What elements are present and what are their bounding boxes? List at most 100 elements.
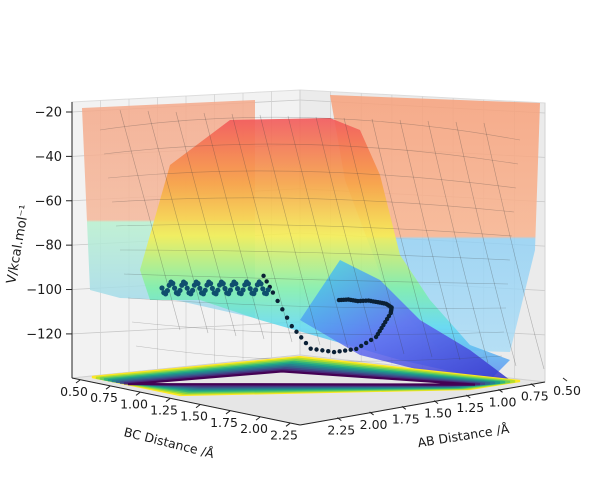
- trajectory-point: [240, 287, 246, 293]
- mesh-line: [99, 116, 521, 141]
- z-tick-label: −60: [35, 194, 62, 209]
- trajectory-point: [337, 349, 342, 354]
- trajectory-point: [363, 340, 369, 346]
- trajectory-point: [195, 280, 201, 287]
- trajectory-point: [208, 280, 214, 287]
- trajectory-point: [289, 323, 294, 329]
- mesh-line: [455, 121, 517, 367]
- y-axis-label: BC Distance /Å: [122, 424, 216, 461]
- trajectory-point: [164, 287, 170, 294]
- x-tick-mark: [337, 417, 342, 422]
- mesh-line: [399, 119, 461, 361]
- y-tick-label: 0.50: [60, 384, 88, 399]
- surface-valley: [300, 260, 510, 385]
- y-ticks: 0.50 0.75 1.00 1.25 1.50 1.75 2.00 2.25: [60, 379, 298, 442]
- trajectory-point: [184, 285, 190, 291]
- surface-back-right: [330, 95, 540, 352]
- y-tick-mark: [105, 385, 111, 390]
- x-tick-label: 2.25: [327, 423, 355, 438]
- y-tick-mark: [285, 422, 291, 427]
- trajectory-point: [182, 280, 188, 287]
- y-tick-label: 1.75: [210, 415, 238, 430]
- mesh-line: [127, 297, 507, 309]
- trajectory-point: [170, 280, 176, 286]
- trajectory-point: [253, 287, 259, 293]
- y-axis-line: [71, 377, 301, 426]
- trajectory-point: [265, 287, 271, 293]
- trajectory-point: [177, 287, 183, 294]
- z-tick-label: −80: [35, 239, 62, 254]
- mesh-line: [147, 110, 209, 334]
- x-tick-mark: [530, 383, 536, 388]
- x-axis-line: [299, 381, 546, 426]
- energy-surface: [82, 95, 545, 385]
- contour-level: [127, 370, 476, 386]
- x-tick-mark: [401, 405, 407, 410]
- mesh-line: [131, 321, 505, 335]
- trajectory-point: [326, 349, 331, 354]
- y-tick-label: 2.25: [270, 427, 298, 442]
- y-tick-mark: [255, 416, 261, 421]
- trajectory-point: [270, 290, 276, 295]
- x-tick-label: 1.75: [392, 411, 420, 426]
- mesh-line: [175, 111, 237, 337]
- trajectory-point: [197, 285, 203, 291]
- y-tick-mark: [165, 398, 171, 402]
- trajectory-point: [227, 287, 233, 293]
- trajectory-point: [264, 279, 269, 284]
- trajectory-point: [348, 347, 353, 352]
- mesh-line: [123, 273, 509, 285]
- mesh-line: [315, 116, 377, 352]
- mesh-line: [259, 114, 321, 346]
- y-tick-mark: [195, 404, 201, 409]
- trajectory-point: [303, 340, 309, 346]
- trajectory-point: [245, 281, 251, 287]
- trajectory-point: [275, 298, 280, 304]
- surface-ridge: [140, 118, 510, 380]
- y-tick-label: 1.50: [180, 409, 208, 424]
- mesh-line: [119, 249, 511, 261]
- trajectory-point: [258, 281, 264, 287]
- x-tick-mark: [465, 394, 471, 399]
- y-tick-label: 1.25: [150, 403, 178, 418]
- y-tick-label: 2.00: [240, 421, 268, 436]
- x-tick-label: 1.00: [489, 394, 517, 409]
- trajectory-point: [222, 285, 228, 292]
- trajectory-point: [233, 281, 239, 287]
- z-tick-label: −120: [26, 327, 62, 342]
- x-tick-label: 0.75: [521, 389, 549, 404]
- x-tick-mark: [562, 377, 568, 382]
- trajectory-point: [261, 273, 266, 279]
- x-tick-mark: [433, 400, 439, 405]
- trajectory-point: [159, 285, 165, 291]
- trajectory-point: [373, 334, 379, 340]
- x-tick-mark: [498, 388, 503, 393]
- trajectory-point: [359, 343, 364, 349]
- mesh-line: [203, 112, 265, 340]
- z-tick-label: −20: [35, 106, 62, 121]
- trajectory-point: [172, 285, 178, 291]
- trajectory-point: [190, 287, 196, 293]
- trajectory-point: [220, 281, 226, 287]
- y-tick-mark: [225, 410, 231, 415]
- floor-contours: [91, 355, 521, 397]
- y-tick-label: 0.75: [90, 390, 118, 405]
- trajectory-point: [202, 287, 208, 293]
- x-tick-label: 1.25: [456, 400, 484, 415]
- mesh-line: [111, 197, 515, 213]
- trajectory-point: [260, 286, 266, 292]
- trajectory-point: [314, 347, 319, 352]
- x-tick-label: 2.00: [360, 417, 388, 432]
- x-tick-mark: [369, 411, 374, 416]
- mesh-line: [107, 170, 517, 189]
- trajectory-point: [294, 329, 299, 334]
- mesh-line: [119, 109, 181, 331]
- x-axis-label: AB Distance /Å: [416, 421, 510, 450]
- mesh-line: [231, 113, 293, 343]
- trajectory-point: [342, 348, 348, 353]
- trajectory-point: [308, 346, 313, 351]
- trajectory-point: [215, 287, 221, 293]
- z-tick-label: −40: [35, 150, 62, 165]
- surface-mesh: [99, 109, 545, 370]
